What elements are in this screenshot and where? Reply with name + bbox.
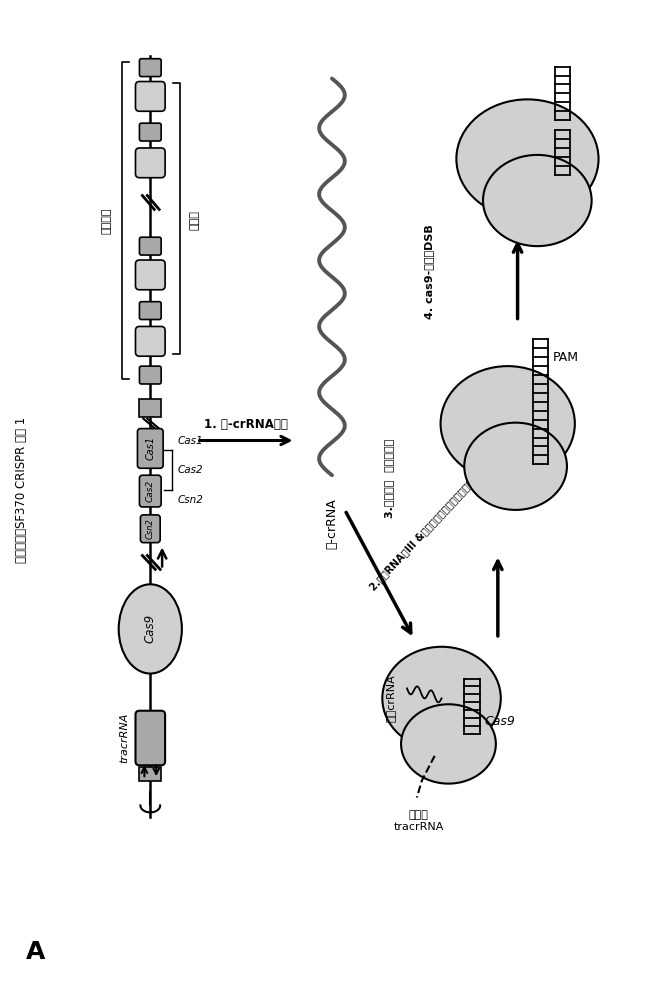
Text: 加工的
tracrRNA: 加工的 tracrRNA — [393, 810, 444, 832]
Text: Csn2: Csn2 — [146, 518, 155, 539]
FancyBboxPatch shape — [139, 59, 161, 77]
FancyBboxPatch shape — [138, 429, 163, 468]
Text: 化脓链球菌SF370 CRISPR 座位 1: 化脓链球菌SF370 CRISPR 座位 1 — [15, 417, 28, 563]
Text: 1. 前-crRNA转录: 1. 前-crRNA转录 — [204, 418, 288, 431]
FancyBboxPatch shape — [139, 237, 161, 255]
Text: tracrRNA: tracrRNA — [120, 713, 130, 763]
Text: Cas9: Cas9 — [144, 614, 157, 643]
FancyBboxPatch shape — [139, 366, 161, 384]
Bar — [139, 399, 161, 417]
Text: Cas9: Cas9 — [484, 715, 515, 728]
FancyBboxPatch shape — [140, 515, 160, 543]
Text: 前-crRNA: 前-crRNA — [326, 498, 338, 549]
FancyBboxPatch shape — [136, 82, 165, 111]
Text: 同向重复: 同向重复 — [102, 207, 112, 234]
Text: Csn2: Csn2 — [178, 495, 204, 505]
Ellipse shape — [441, 366, 575, 481]
Ellipse shape — [401, 704, 496, 784]
Text: Cas1: Cas1 — [178, 436, 203, 446]
Ellipse shape — [118, 584, 182, 674]
Ellipse shape — [483, 155, 592, 246]
FancyBboxPatch shape — [136, 711, 165, 765]
Text: 4. cas9-介导的DSB: 4. cas9-介导的DSB — [424, 225, 434, 319]
Text: 间隔子: 间隔子 — [190, 210, 200, 230]
Text: 成熟crRNA: 成熟crRNA — [385, 674, 395, 722]
Text: 2.通过RNA酶III &一种或多种未知核酸酶进行的成熟: 2.通过RNA酶III &一种或多种未知核酸酶进行的成熟 — [368, 464, 488, 592]
Text: Cas2: Cas2 — [178, 465, 203, 475]
Text: 3.靶标识别  原型间隔子: 3.靶标识别 原型间隔子 — [384, 439, 394, 518]
Text: PAM: PAM — [553, 351, 579, 364]
FancyBboxPatch shape — [136, 326, 165, 356]
Text: Cas1: Cas1 — [145, 436, 155, 460]
FancyBboxPatch shape — [139, 302, 161, 320]
FancyBboxPatch shape — [136, 260, 165, 290]
Text: A: A — [26, 940, 45, 964]
Text: Cas2: Cas2 — [146, 480, 155, 502]
FancyBboxPatch shape — [139, 475, 161, 507]
Ellipse shape — [382, 647, 501, 750]
Ellipse shape — [465, 423, 567, 510]
FancyBboxPatch shape — [136, 148, 165, 178]
Ellipse shape — [457, 99, 599, 218]
Bar — [139, 767, 161, 781]
FancyBboxPatch shape — [139, 123, 161, 141]
